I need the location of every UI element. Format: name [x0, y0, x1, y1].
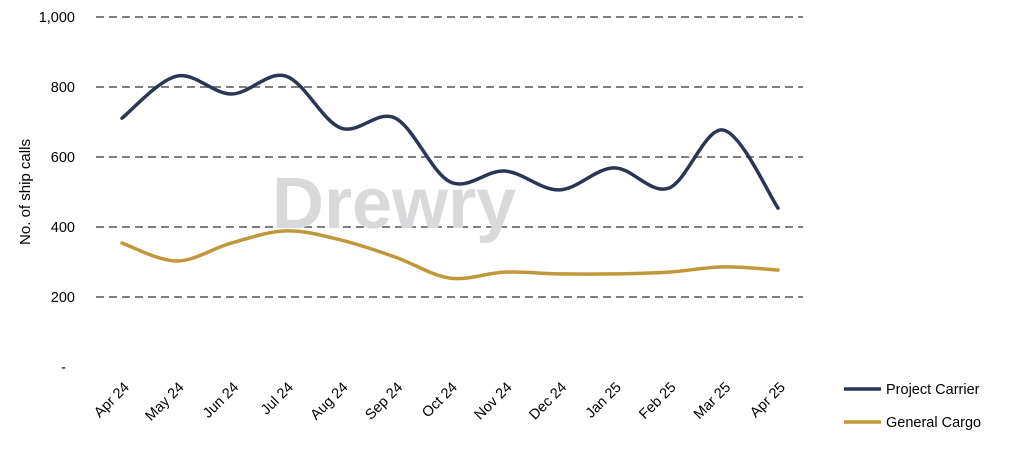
x-tick-label: Mar 25 — [691, 380, 734, 423]
y-tick-label: 1,000 — [39, 10, 75, 26]
x-tick-label: May 24 — [143, 380, 188, 425]
y-axis-label: No. of ship calls — [17, 139, 34, 245]
legend-label: General Cargo — [886, 415, 981, 431]
series-line-general-cargo — [120, 229, 780, 281]
x-tick-label: Feb 25 — [636, 380, 679, 423]
x-tick-label: Jun 24 — [200, 380, 242, 422]
y-tick-label: 800 — [51, 80, 75, 96]
x-tick-label: Jul 24 — [258, 380, 297, 419]
watermark: Drewry — [272, 164, 516, 244]
series-line-project-carrier — [120, 73, 780, 210]
x-tick-label: Nov 24 — [472, 380, 516, 424]
x-tick-label: Oct 24 — [419, 380, 461, 422]
x-tick-label: Aug 24 — [308, 380, 352, 424]
x-tick-label: Apr 24 — [91, 380, 133, 422]
x-tick-label: Jan 25 — [583, 380, 625, 422]
x-tick-label: Dec 24 — [526, 380, 570, 424]
x-tick-label: Sep 24 — [362, 380, 406, 424]
y-tick-label: 400 — [51, 220, 75, 236]
x-tick-label: Apr 25 — [747, 380, 789, 422]
y-tick-label: - — [61, 360, 66, 376]
y-tick-label: 200 — [51, 290, 75, 306]
y-tick-label: 600 — [51, 150, 75, 166]
legend-label: Project Carrier — [886, 382, 980, 398]
